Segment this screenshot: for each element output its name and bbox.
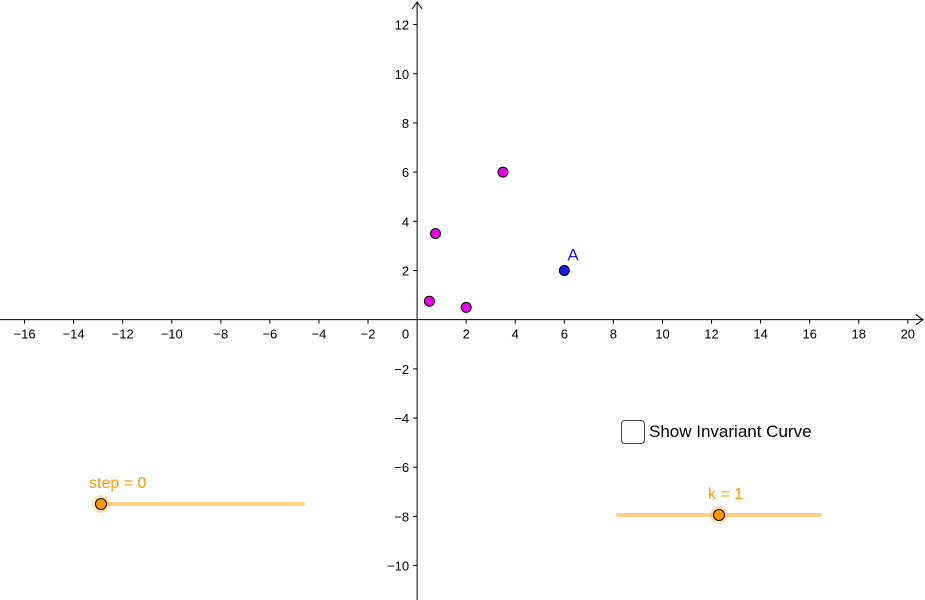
x-tick-label: 12 (704, 327, 718, 342)
point-a-label: A (567, 245, 579, 264)
x-tick-label: −4 (312, 327, 327, 342)
y-tick-label: −6 (394, 460, 409, 475)
x-tick-label: 4 (512, 327, 519, 342)
axis-ticks: −16 −14 −12 −10 −8 −6 −4 −2 2 4 6 8 10 12 14 16 18 20 0 −10… (14, 18, 916, 574)
x-tick-label: 6 (561, 327, 568, 342)
y-tick-label: 2 (402, 263, 409, 278)
x-tick-label: −12 (112, 327, 134, 342)
x-tick-label: −14 (63, 327, 85, 342)
y-tick-label: −2 (394, 362, 409, 377)
origin-label: 0 (402, 327, 409, 342)
y-tick-label: −10 (387, 559, 409, 574)
y-tick-label: 4 (402, 214, 409, 229)
magenta-point[interactable] (460, 301, 472, 313)
step-slider-handle[interactable] (95, 498, 107, 510)
k-slider-handle[interactable] (713, 509, 725, 521)
step-slider-label: step = 0 (89, 475, 146, 492)
y-tick-label: 6 (402, 165, 409, 180)
x-axis-arrow (915, 314, 924, 326)
points-layer: A (423, 166, 579, 313)
x-tick-label: −8 (213, 327, 228, 342)
x-tick-label: 20 (901, 327, 915, 342)
y-tick-label: 12 (395, 18, 409, 33)
x-tick-label: 2 (463, 327, 470, 342)
x-tick-label: 8 (610, 327, 617, 342)
show-invariant-curve-checkbox[interactable]: Show Invariant Curve (621, 418, 812, 446)
x-tick-label: 14 (753, 327, 767, 342)
magenta-point[interactable] (423, 295, 435, 307)
x-tick-label: −2 (361, 327, 376, 342)
x-tick-label: −10 (161, 327, 183, 342)
y-tick-label: 10 (395, 67, 409, 82)
x-tick-label: 10 (655, 327, 669, 342)
point-a[interactable] (558, 264, 570, 276)
k-slider-label: k = 1 (708, 486, 743, 503)
y-tick-label: 8 (402, 116, 409, 131)
y-tick-label: −4 (394, 411, 409, 426)
checkbox-label: Show Invariant Curve (649, 422, 812, 441)
magenta-point[interactable] (430, 228, 442, 240)
y-axis-arrow (411, 1, 423, 10)
magenta-point[interactable] (497, 166, 509, 178)
x-tick-label: 16 (802, 327, 816, 342)
x-tick-label: −6 (262, 327, 277, 342)
x-tick-label: −16 (14, 327, 36, 342)
x-tick-label: 18 (852, 327, 866, 342)
checkbox-box[interactable] (621, 420, 645, 444)
y-tick-label: −8 (394, 509, 409, 524)
sliders-layer: step = 0 k = 1 (89, 475, 822, 524)
